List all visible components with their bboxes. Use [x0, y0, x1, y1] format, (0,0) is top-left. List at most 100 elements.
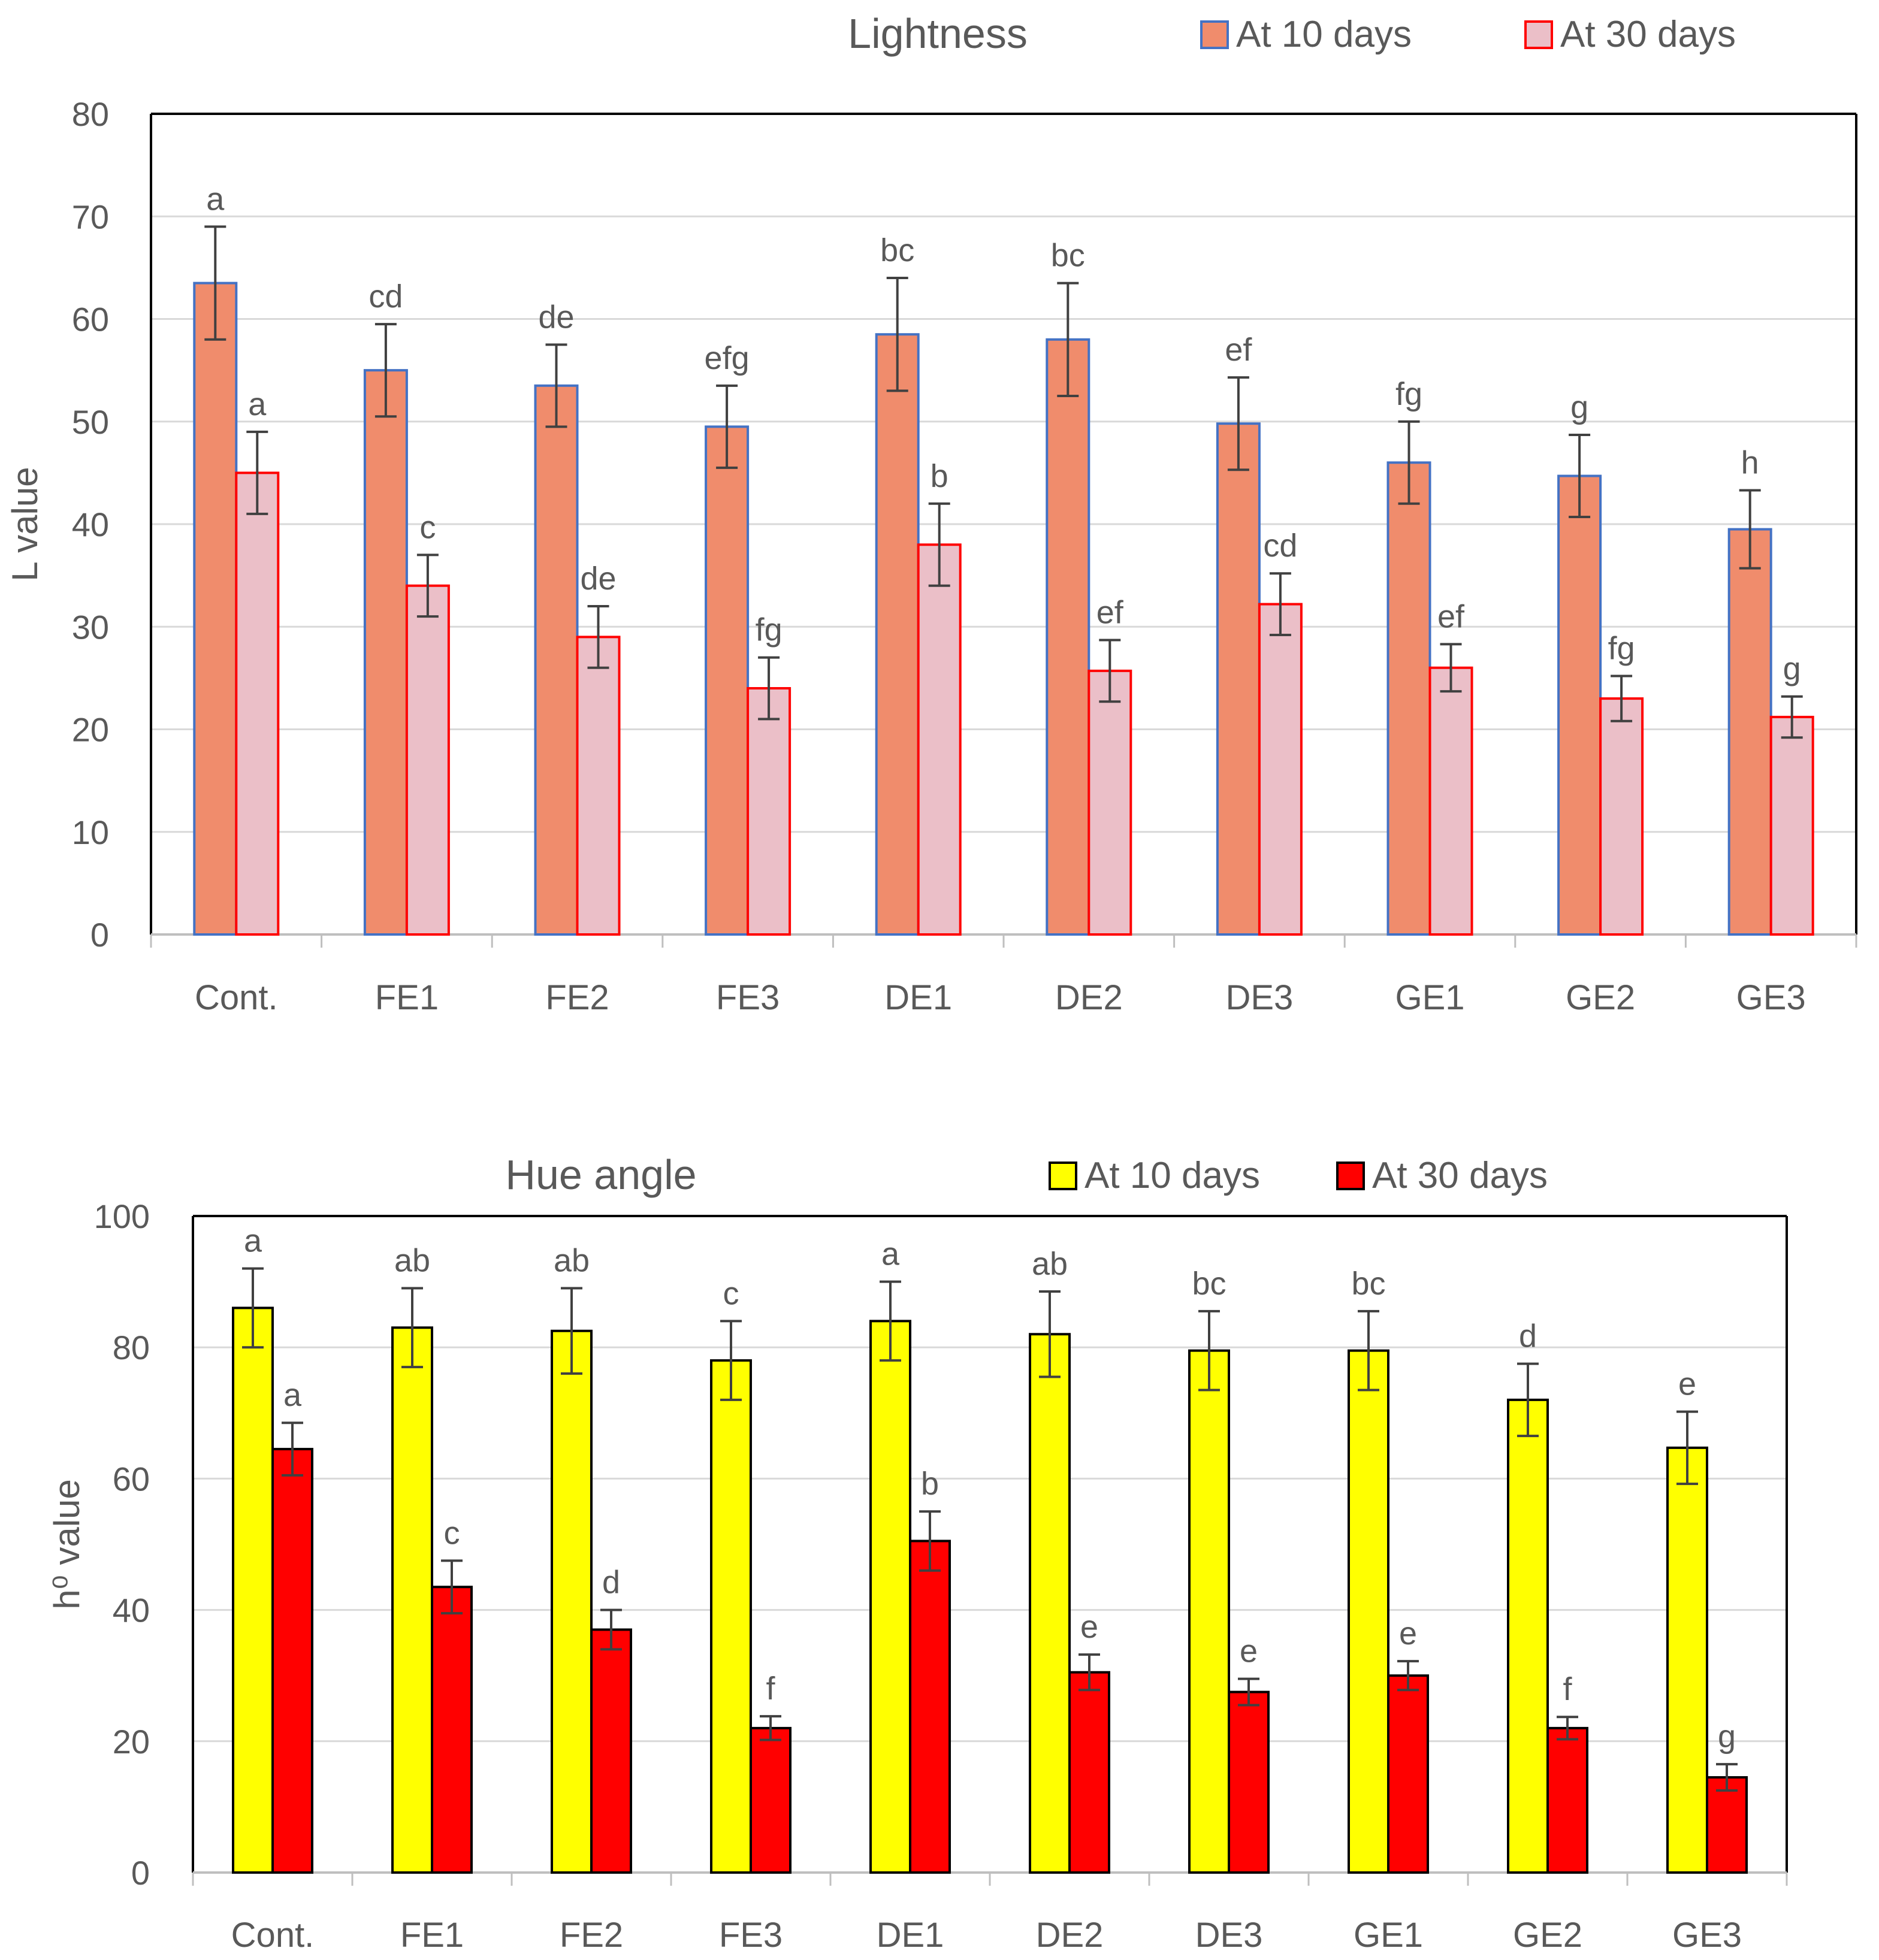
x-category-label: FE2 [545, 978, 609, 1017]
significance-letter: cd [368, 279, 403, 314]
bar-30-days [235, 471, 280, 936]
significance-letter: c [444, 1515, 460, 1551]
bar-10-days [193, 282, 238, 936]
significance-letter: de [538, 299, 574, 335]
legend-label: At 10 days [1236, 14, 1412, 55]
significance-letter: a [881, 1236, 900, 1272]
legend-swatch [1049, 1162, 1077, 1190]
bar-30-days [917, 543, 962, 936]
bar-10-days [1666, 1446, 1708, 1874]
bar-10-days [869, 1320, 911, 1874]
x-category-label: DE2 [1055, 978, 1123, 1017]
legend-label: At 10 days [1084, 1155, 1260, 1196]
y-tick-label: 70 [72, 198, 109, 235]
bar-10-days [1727, 528, 1772, 936]
x-category-label: FE3 [716, 978, 780, 1017]
significance-letter: b [931, 458, 948, 494]
x-category-label: DE3 [1195, 1916, 1263, 1955]
y-tick-label: 40 [113, 1592, 150, 1629]
x-category-label: Cont. [195, 978, 278, 1017]
legend-label: At 30 days [1372, 1155, 1548, 1196]
y-tick-label: 60 [113, 1460, 150, 1498]
bar-30-days [1769, 715, 1814, 936]
significance-letter: a [206, 181, 225, 217]
bar-30-days [1706, 1776, 1748, 1874]
chart-title: Lightness [848, 10, 1028, 57]
significance-letter: ab [1032, 1246, 1068, 1282]
x-category-label: DE1 [884, 978, 952, 1017]
y-tick-label: 100 [94, 1197, 150, 1235]
x-category-label: DE2 [1036, 1916, 1104, 1955]
legend-swatch [1336, 1162, 1365, 1190]
significance-letter: bc [1351, 1266, 1385, 1302]
significance-letter: bc [1192, 1266, 1226, 1302]
x-category-label: DE1 [877, 1916, 944, 1955]
legend-label: At 30 days [1560, 14, 1736, 55]
x-category-label: GE2 [1513, 1916, 1582, 1955]
x-category-label: FE1 [375, 978, 439, 1017]
bar-10-days [551, 1329, 593, 1874]
bar-10-days [1557, 474, 1602, 936]
significance-letter: e [1678, 1366, 1696, 1402]
bar-10-days [232, 1306, 274, 1874]
bar-10-days [1029, 1333, 1071, 1874]
significance-letter: e [1399, 1616, 1417, 1652]
y-tick-label: 60 [72, 301, 109, 338]
significance-letter: ab [394, 1243, 430, 1279]
x-category-label: DE3 [1225, 978, 1293, 1017]
significance-letter: fg [1395, 376, 1422, 412]
significance-letter: g [1718, 1719, 1736, 1755]
y-tick-label: 0 [131, 1854, 150, 1892]
chart-title: Hue angle [505, 1151, 696, 1198]
bar-10-days [1507, 1398, 1549, 1874]
y-tick-label: 80 [72, 95, 109, 133]
significance-letter: g [1783, 651, 1801, 687]
bar-10-days [534, 384, 579, 936]
bar-10-days [391, 1326, 433, 1874]
significance-letter: d [602, 1565, 620, 1601]
bar-30-days [1599, 697, 1644, 936]
x-category-label: FE2 [560, 1916, 623, 1955]
bar-10-days [710, 1359, 752, 1874]
bar-10-days [705, 425, 750, 936]
significance-letter: fg [1608, 630, 1635, 666]
bar-30-days [576, 636, 621, 936]
legend-swatch [1200, 20, 1229, 49]
x-category-label: GE3 [1672, 1916, 1742, 1955]
significance-letter: efg [705, 340, 750, 376]
significance-letter: ef [1096, 595, 1124, 631]
y-axis-label: L value [5, 467, 45, 581]
significance-letter: a [283, 1377, 302, 1413]
bar-10-days [875, 333, 920, 936]
significance-letter: c [723, 1275, 739, 1311]
significance-letter: c [419, 509, 436, 545]
bar-30-days [1428, 666, 1473, 936]
y-tick-label: 0 [90, 916, 109, 954]
significance-letter: bc [1051, 238, 1085, 274]
significance-letter: cd [1263, 528, 1297, 564]
significance-letter: fg [756, 612, 783, 648]
bar-30-days [1087, 669, 1132, 936]
legend-swatch [1524, 20, 1553, 49]
y-tick-label: 80 [113, 1329, 150, 1366]
bar-30-days [747, 687, 792, 936]
significance-letter: de [580, 561, 616, 597]
bar-10-days [1188, 1349, 1230, 1874]
bar-30-days [909, 1539, 951, 1874]
x-category-label: GE1 [1354, 1916, 1423, 1955]
significance-letter: ab [554, 1243, 590, 1279]
significance-letter: a [244, 1223, 262, 1259]
significance-letter: b [921, 1466, 939, 1502]
significance-letter: e [1080, 1609, 1098, 1645]
bar-30-days [271, 1448, 313, 1874]
x-category-label: FE3 [719, 1916, 783, 1955]
significance-letter: d [1519, 1318, 1537, 1354]
bar-30-days [750, 1726, 792, 1874]
bar-10-days [1216, 422, 1261, 936]
x-category-label: GE2 [1566, 978, 1635, 1017]
y-tick-label: 30 [72, 608, 109, 646]
x-category-label: FE1 [400, 1916, 464, 1955]
x-category-label: GE1 [1395, 978, 1464, 1017]
x-category-label: Cont. [231, 1916, 315, 1955]
bar-30-days [431, 1586, 473, 1874]
